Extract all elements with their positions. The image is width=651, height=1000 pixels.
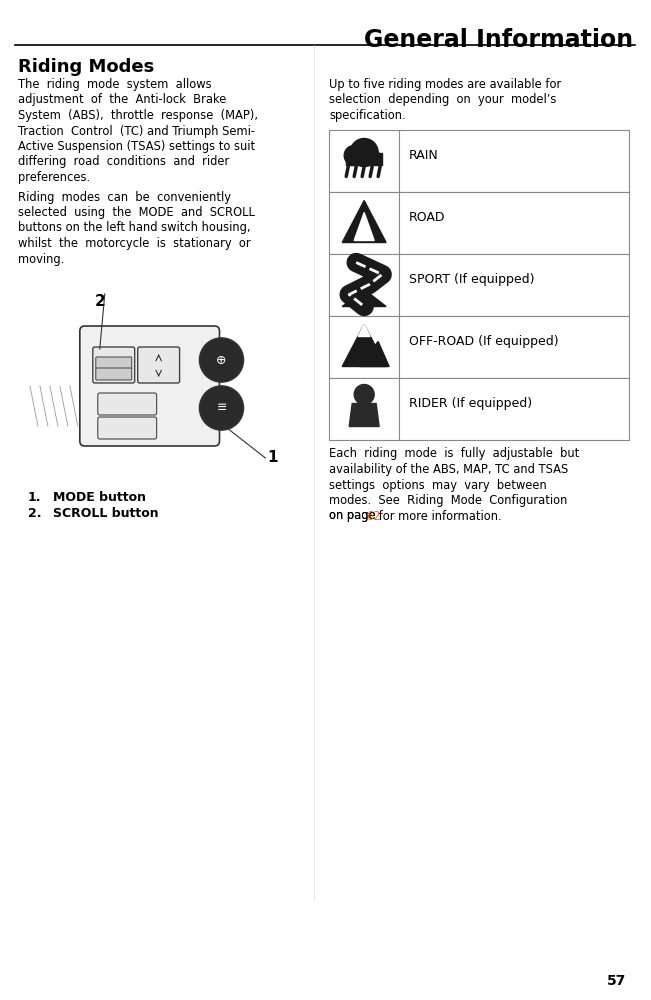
Text: ≡: ≡ (216, 401, 227, 414)
Text: 2.: 2. (28, 507, 42, 520)
Text: modes.  See  Riding  Mode  Configuration: modes. See Riding Mode Configuration (329, 494, 568, 507)
Bar (346, 152, 382, 164)
Text: RIDER (If equipped): RIDER (If equipped) (409, 397, 533, 410)
Text: Active Suspension (TSAS) settings to suit: Active Suspension (TSAS) settings to sui… (18, 140, 255, 153)
Text: System  (ABS),  throttle  response  (MAP),: System (ABS), throttle response (MAP), (18, 109, 258, 122)
Polygon shape (342, 200, 386, 242)
Text: specification.: specification. (329, 109, 406, 122)
Text: selection  depending  on  your  model’s: selection depending on your model’s (329, 94, 557, 106)
Polygon shape (342, 290, 386, 306)
FancyBboxPatch shape (93, 347, 135, 383)
Circle shape (350, 138, 378, 166)
Polygon shape (358, 324, 370, 336)
Text: whilst  the  motorcycle  is  stationary  or: whilst the motorcycle is stationary or (18, 237, 251, 250)
Text: Riding  modes  can  be  conveniently: Riding modes can be conveniently (18, 190, 231, 204)
Bar (329, 129, 629, 192)
Text: Each  riding  mode  is  fully  adjustable  but: Each riding mode is fully adjustable but (329, 448, 579, 460)
Text: preferences.: preferences. (18, 171, 90, 184)
FancyBboxPatch shape (96, 368, 132, 380)
FancyBboxPatch shape (138, 347, 180, 383)
Text: SCROLL button: SCROLL button (53, 507, 158, 520)
Text: 1.: 1. (28, 491, 42, 504)
Text: buttons on the left hand switch housing,: buttons on the left hand switch housing, (18, 222, 251, 234)
Polygon shape (354, 213, 374, 240)
Circle shape (364, 149, 380, 165)
Text: MODE button: MODE button (53, 491, 146, 504)
Circle shape (344, 145, 364, 165)
Polygon shape (342, 324, 386, 366)
Text: The  riding  mode  system  allows: The riding mode system allows (18, 78, 212, 91)
Text: for more information.: for more information. (375, 510, 502, 522)
Circle shape (200, 338, 243, 382)
Polygon shape (349, 403, 379, 426)
Text: 2: 2 (94, 294, 105, 309)
Text: on page: on page (329, 510, 380, 522)
Text: OFF-ROAD (If equipped): OFF-ROAD (If equipped) (409, 335, 559, 348)
FancyBboxPatch shape (96, 357, 132, 369)
Text: differing  road  conditions  and  rider: differing road conditions and rider (18, 155, 229, 168)
Text: Up to five riding modes are available for: Up to five riding modes are available fo… (329, 78, 562, 91)
Bar (329, 316, 629, 377)
FancyBboxPatch shape (80, 326, 219, 446)
Bar (329, 377, 629, 440)
Text: 1: 1 (268, 450, 278, 466)
Text: on page: on page (329, 510, 380, 522)
Text: 57: 57 (607, 974, 626, 988)
Text: moving.: moving. (18, 252, 64, 265)
Bar (329, 253, 629, 316)
Bar (329, 192, 629, 253)
Text: RAIN: RAIN (409, 149, 439, 162)
Text: selected  using  the  MODE  and  SCROLL: selected using the MODE and SCROLL (18, 206, 255, 219)
Text: settings  options  may  vary  between: settings options may vary between (329, 479, 547, 491)
Text: 62: 62 (366, 510, 381, 522)
FancyBboxPatch shape (98, 393, 157, 415)
Text: ROAD: ROAD (409, 211, 445, 224)
Text: SPORT (If equipped): SPORT (If equipped) (409, 273, 534, 286)
Text: Riding Modes: Riding Modes (18, 58, 154, 76)
Text: availability of the ABS, MAP, TC and TSAS: availability of the ABS, MAP, TC and TSA… (329, 463, 568, 476)
Polygon shape (359, 342, 389, 366)
Text: Traction  Control  (TC) and Triumph Semi-: Traction Control (TC) and Triumph Semi- (18, 124, 255, 137)
Text: General Information: General Information (365, 28, 633, 52)
Circle shape (200, 386, 243, 430)
Circle shape (354, 384, 374, 404)
FancyBboxPatch shape (98, 417, 157, 439)
Text: ⊕: ⊕ (216, 354, 227, 366)
Text: adjustment  of  the  Anti-lock  Brake: adjustment of the Anti-lock Brake (18, 94, 227, 106)
